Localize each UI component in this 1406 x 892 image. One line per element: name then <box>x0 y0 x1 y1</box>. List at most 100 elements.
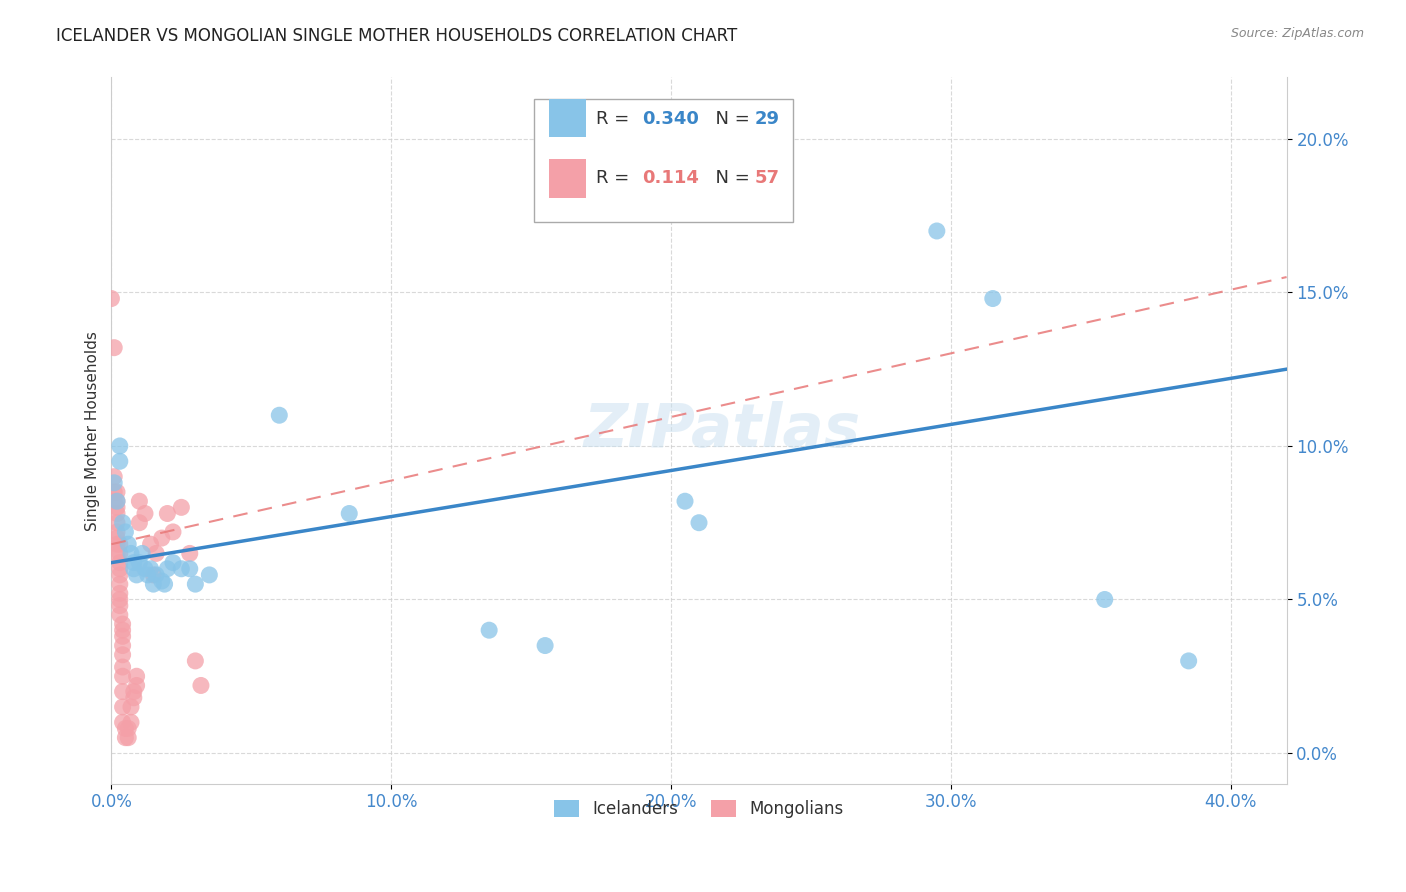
Point <box>120 715 142 730</box>
Text: R =: R = <box>596 169 640 187</box>
Point <box>139 562 162 576</box>
Point <box>111 516 134 530</box>
Point <box>156 507 179 521</box>
Text: 57: 57 <box>754 169 779 187</box>
Point <box>142 577 165 591</box>
Point <box>1177 654 1199 668</box>
Bar <box>548 159 586 197</box>
Point <box>114 722 136 736</box>
Y-axis label: Single Mother Households: Single Mother Households <box>86 331 100 531</box>
Point <box>122 684 145 698</box>
Point <box>190 678 212 692</box>
Point <box>117 722 139 736</box>
Point <box>108 439 131 453</box>
Point <box>139 537 162 551</box>
Point <box>111 684 134 698</box>
Point <box>105 494 128 508</box>
Point <box>108 592 131 607</box>
Point <box>108 577 131 591</box>
Point <box>117 537 139 551</box>
Point <box>103 341 125 355</box>
Point <box>111 700 134 714</box>
Point <box>114 731 136 745</box>
Point <box>128 516 150 530</box>
Point <box>111 639 134 653</box>
Point <box>534 639 557 653</box>
Point <box>105 546 128 560</box>
Point <box>105 537 128 551</box>
Point <box>673 494 696 508</box>
Point <box>105 524 128 539</box>
Point <box>103 494 125 508</box>
Point <box>156 562 179 576</box>
Point <box>125 678 148 692</box>
Point <box>114 524 136 539</box>
Point <box>198 568 221 582</box>
Point <box>269 409 291 423</box>
Point <box>179 546 201 560</box>
Point <box>153 577 176 591</box>
Point <box>108 556 131 570</box>
Point <box>105 531 128 545</box>
Point <box>150 574 173 588</box>
Point <box>688 516 710 530</box>
Point <box>108 546 131 560</box>
Point <box>184 577 207 591</box>
Point <box>134 507 156 521</box>
Point <box>108 599 131 613</box>
Point <box>120 546 142 560</box>
Point <box>111 715 134 730</box>
Text: ICELANDER VS MONGOLIAN SINGLE MOTHER HOUSEHOLDS CORRELATION CHART: ICELANDER VS MONGOLIAN SINGLE MOTHER HOU… <box>56 27 738 45</box>
Point <box>111 669 134 683</box>
Point <box>184 654 207 668</box>
Point <box>111 617 134 632</box>
Point <box>105 494 128 508</box>
Point <box>122 562 145 576</box>
Point <box>179 562 201 576</box>
Point <box>1094 592 1116 607</box>
Point <box>105 516 128 530</box>
Text: 0.340: 0.340 <box>643 110 699 128</box>
Point <box>122 556 145 570</box>
Point <box>145 568 167 582</box>
Point <box>111 629 134 643</box>
Text: R =: R = <box>596 110 634 128</box>
Point <box>108 454 131 468</box>
Point <box>117 731 139 745</box>
Point <box>105 485 128 500</box>
Point <box>162 556 184 570</box>
Point <box>108 568 131 582</box>
Point <box>128 494 150 508</box>
Point <box>108 562 131 576</box>
Point <box>111 660 134 674</box>
Point <box>478 623 501 637</box>
Point <box>131 546 153 560</box>
Point <box>125 669 148 683</box>
Point <box>125 568 148 582</box>
Point <box>105 507 128 521</box>
Text: Source: ZipAtlas.com: Source: ZipAtlas.com <box>1230 27 1364 40</box>
Point <box>103 475 125 490</box>
Text: N =: N = <box>704 169 755 187</box>
Text: 0.114: 0.114 <box>643 169 699 187</box>
Point <box>108 537 131 551</box>
Bar <box>534 99 793 222</box>
Point <box>134 562 156 576</box>
Point <box>925 224 948 238</box>
Point <box>122 690 145 705</box>
Point <box>981 292 1004 306</box>
Point <box>162 524 184 539</box>
Text: N =: N = <box>704 110 755 128</box>
Point <box>103 485 125 500</box>
Point <box>108 607 131 622</box>
Point <box>142 568 165 582</box>
Point <box>105 500 128 515</box>
Point <box>136 568 159 582</box>
Point <box>111 623 134 637</box>
Point <box>120 700 142 714</box>
Point <box>108 586 131 600</box>
Text: 29: 29 <box>754 110 779 128</box>
Text: ZIPatlas: ZIPatlas <box>583 401 860 460</box>
Point <box>170 500 193 515</box>
Point <box>170 562 193 576</box>
